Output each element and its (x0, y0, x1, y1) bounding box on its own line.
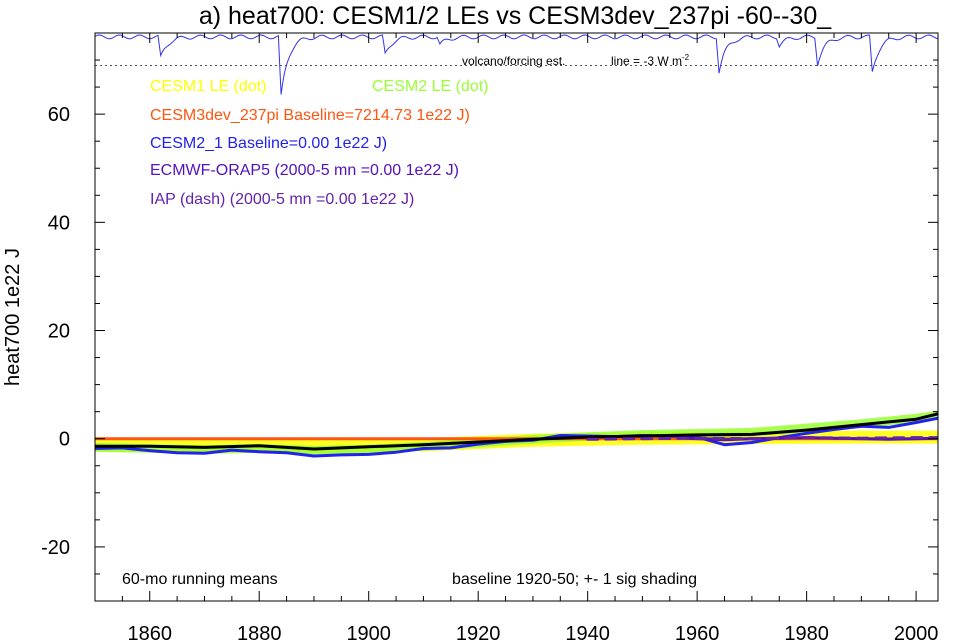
legend-entry: CESM2_1 Baseline=0.00 1e22 J) (150, 135, 387, 152)
legend-entry: CESM2 LE (dot) (372, 78, 488, 95)
annotation-baseline: baseline 1920-50; +- 1 sig shading (452, 571, 697, 588)
y-tick-label: -20 (41, 537, 70, 559)
y-tick-label: 60 (48, 104, 70, 126)
volcano-label: volcano/forcing est. (462, 54, 565, 68)
legend-entry: ECMWF-ORAP5 (2000-5 mn =0.00 1e22 J) (150, 162, 459, 179)
legend-entry: CESM1 LE (dot) (150, 78, 266, 95)
x-axis: 1860 1880 1900 1920 1940 1960 1980 2000 (94, 33, 939, 641)
x-tick-label: 1880 (237, 623, 282, 641)
x-tick-label: 1860 (127, 623, 172, 641)
volcano-scale-text: line = -3 W m (611, 54, 682, 68)
series-line-cesm1-le-mean (95, 412, 938, 451)
series-line-iap (586, 436, 938, 441)
chart-title: a) heat700: CESM1/2 LEs vs CESM3dev_237p… (199, 2, 832, 30)
y-tick-label: 20 (48, 321, 70, 343)
volcano-scale-label: line = -3 W m-2 (611, 53, 690, 68)
legend-entry: IAP (dash) (2000-5 mn =0.00 1e22 J) (150, 191, 414, 208)
volcano-forcing-line (95, 34, 938, 95)
x-tick-label: 1940 (565, 623, 610, 641)
y-axis: -20 0 20 40 60 (41, 32, 938, 602)
x-tick-label: 2000 (894, 623, 939, 641)
x-tick-label: 1980 (784, 623, 829, 641)
y-tick-label: 0 (59, 429, 70, 451)
x-tick-label: 1960 (675, 623, 720, 641)
plot-area (95, 34, 938, 458)
annotation-running-means: 60-mo running means (122, 571, 278, 588)
volcano-scale-superscript: -2 (682, 53, 690, 62)
x-tick-label: 1900 (346, 623, 391, 641)
y-tick-label: 40 (48, 212, 70, 234)
plot-frame (94, 32, 939, 602)
x-tick-label: 1920 (456, 623, 501, 641)
legend: CESM1 LE (dot) CESM2 LE (dot) CESM3dev_237… (150, 78, 488, 208)
legend-entry: CESM3dev_237pi Baseline=7214.73 1e22 J) (150, 107, 470, 124)
y-axis-label: heat700 1e22 J (2, 248, 24, 386)
